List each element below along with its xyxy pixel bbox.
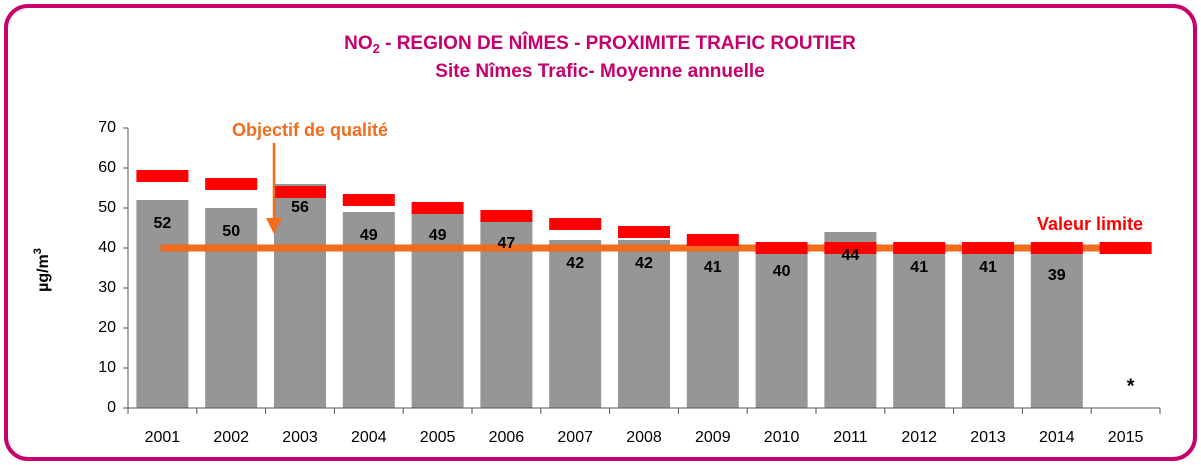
bar — [893, 244, 946, 408]
x-tick-label: 2004 — [351, 429, 387, 446]
value-label: 40 — [773, 263, 791, 280]
limit-dash — [342, 194, 395, 206]
value-label: 41 — [979, 259, 997, 276]
limit-dash — [549, 218, 602, 230]
y-tick-label: 50 — [98, 199, 116, 216]
value-label: 44 — [842, 247, 860, 264]
x-tick-label: 2006 — [489, 429, 525, 446]
y-tick-label: 0 — [107, 399, 116, 416]
limit-label: Valeur limite — [1037, 214, 1143, 234]
bar — [274, 184, 326, 408]
limit-dash — [618, 226, 670, 238]
x-tick-label: 2014 — [1039, 429, 1075, 446]
value-label: 39 — [1048, 267, 1066, 284]
x-tick-label: 2001 — [145, 429, 181, 446]
y-label-part: µg/m — [35, 254, 52, 292]
value-label: 42 — [566, 255, 584, 272]
x-tick-label: 2002 — [213, 429, 249, 446]
limit-dash — [824, 242, 877, 254]
limit-dash — [962, 242, 1014, 254]
x-tick-label: 2008 — [626, 429, 662, 446]
objective-arrowhead — [266, 218, 282, 234]
limit-dash — [480, 210, 533, 222]
bar — [755, 248, 808, 408]
limit-dash — [755, 242, 808, 254]
y-tick-label: 60 — [98, 159, 116, 176]
x-tick-label: 2010 — [764, 429, 800, 446]
value-label: 41 — [704, 259, 722, 276]
bar — [1030, 252, 1083, 408]
limit-dash — [1099, 242, 1152, 254]
y-label-superscript: 3 — [32, 248, 44, 254]
title-part: NO — [344, 33, 373, 54]
x-tick-label: 2007 — [557, 429, 593, 446]
y-axis-label: µg/m3 — [32, 248, 52, 292]
bar — [824, 232, 877, 408]
y-tick-label: 30 — [98, 279, 116, 296]
bar — [549, 240, 602, 408]
limit-dash — [411, 202, 464, 214]
limit-dash — [686, 234, 739, 246]
value-label: 42 — [635, 255, 653, 272]
value-label: 49 — [360, 227, 378, 244]
value-label: 52 — [154, 215, 172, 232]
x-tick-label: 2012 — [901, 429, 937, 446]
value-label: 41 — [910, 259, 928, 276]
bar — [136, 200, 189, 408]
limit-dash — [136, 170, 189, 182]
limit-dash — [1030, 242, 1083, 254]
limit-dash — [274, 186, 326, 198]
x-tick-label: 2009 — [695, 429, 731, 446]
y-tick-label: 40 — [98, 239, 116, 256]
missing-note: * — [1127, 375, 1135, 397]
bar — [686, 244, 739, 408]
value-label: 47 — [498, 235, 516, 252]
y-tick-label: 10 — [98, 359, 116, 376]
bar — [205, 208, 258, 408]
chart-subtitle: Site Nîmes Trafic- Moyenne annuelle — [435, 61, 764, 82]
x-tick-label: 2013 — [970, 429, 1006, 446]
title-part: - REGION DE NÎMES - PROXIMITE TRAFIC ROU… — [380, 32, 856, 54]
x-tick-label: 2005 — [420, 429, 456, 446]
value-label: 56 — [291, 199, 309, 216]
limit-dash — [893, 242, 946, 254]
y-tick-label: 70 — [98, 119, 116, 136]
bar — [962, 244, 1014, 408]
x-tick-label: 2011 — [833, 429, 868, 446]
limit-dash — [205, 178, 258, 190]
bar — [618, 240, 670, 408]
x-tick-label: 2015 — [1108, 429, 1144, 446]
chart-title: NO2 - REGION DE NÎMES - PROXIMITE TRAFIC… — [344, 32, 856, 56]
objective-label: Objectif de qualité — [232, 120, 388, 140]
title-subscript: 2 — [373, 41, 380, 56]
value-label: 49 — [429, 227, 447, 244]
value-label: 50 — [222, 223, 240, 240]
y-tick-label: 20 — [98, 319, 116, 336]
x-tick-label: 2003 — [282, 429, 318, 446]
